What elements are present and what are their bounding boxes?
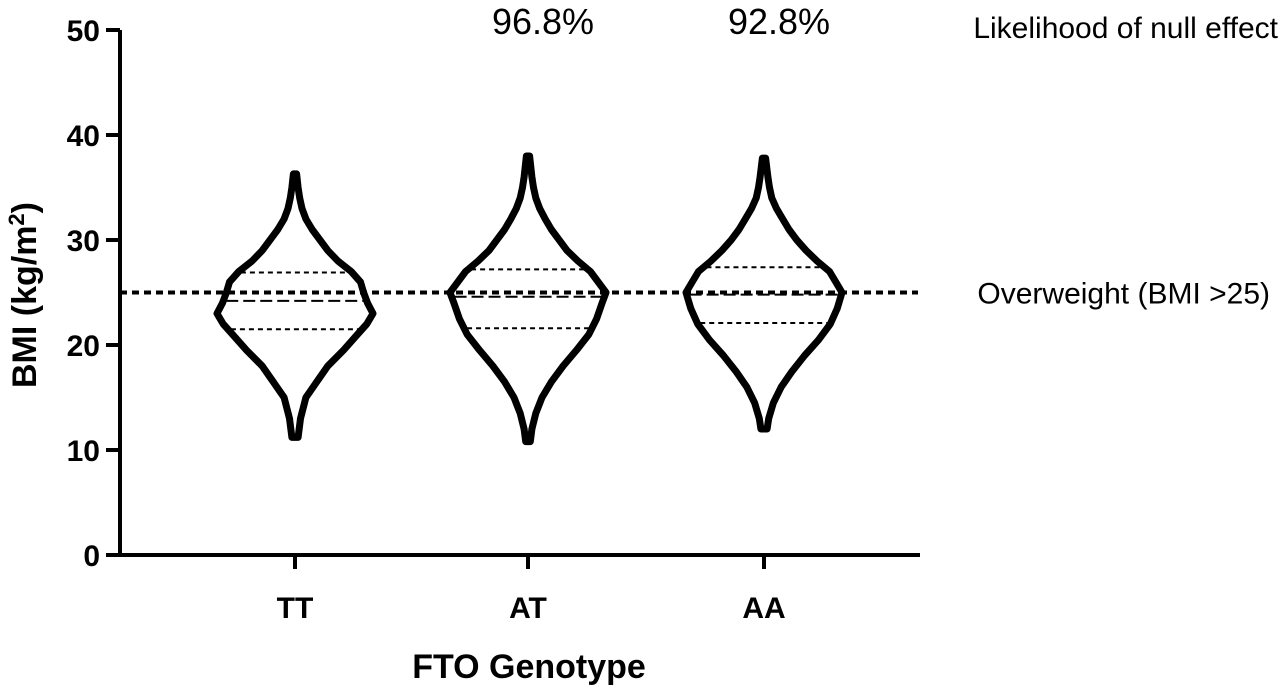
- annotations: Likelihood of null effect 96.8% 92.8%: [492, 1, 1279, 45]
- null-effect-value-at: 96.8%: [492, 1, 594, 42]
- violin-aa: [682, 154, 846, 433]
- y-tick-label: 10: [67, 435, 100, 468]
- violin-at: [446, 152, 610, 446]
- violins: [213, 152, 846, 446]
- x-axis: TT AT AA: [120, 553, 920, 625]
- y-tick-label: 50: [67, 15, 100, 48]
- reference-line-label: Overweight (BMI >25): [977, 278, 1270, 311]
- y-axis: 0 10 20 30 40 50: [67, 15, 122, 573]
- y-tick-label: 20: [67, 330, 100, 363]
- violin-outline: [682, 154, 846, 433]
- reference-line-group: Overweight (BMI >25): [120, 278, 1270, 311]
- violin-outline: [446, 152, 610, 446]
- x-axis-title: FTO Genotype: [412, 648, 646, 686]
- y-axis-title-close: ): [6, 202, 44, 213]
- y-axis-title-superscript: 2: [4, 213, 29, 225]
- violin-tt: [213, 170, 377, 441]
- x-tick-label-aa: AA: [742, 592, 785, 625]
- violin-outline: [213, 170, 377, 441]
- x-tick-label-at: AT: [509, 592, 547, 625]
- null-effect-value-aa: 92.8%: [728, 1, 830, 42]
- y-axis-title: BMI (kg/m2): [4, 202, 44, 388]
- null-effect-header-label: Likelihood of null effect: [973, 12, 1278, 45]
- y-tick-label: 40: [67, 120, 100, 153]
- y-axis-title-main: BMI (kg/m: [6, 226, 44, 388]
- y-tick-label: 0: [83, 540, 100, 573]
- y-tick-label: 30: [67, 225, 100, 258]
- x-tick-label-tt: TT: [277, 592, 314, 625]
